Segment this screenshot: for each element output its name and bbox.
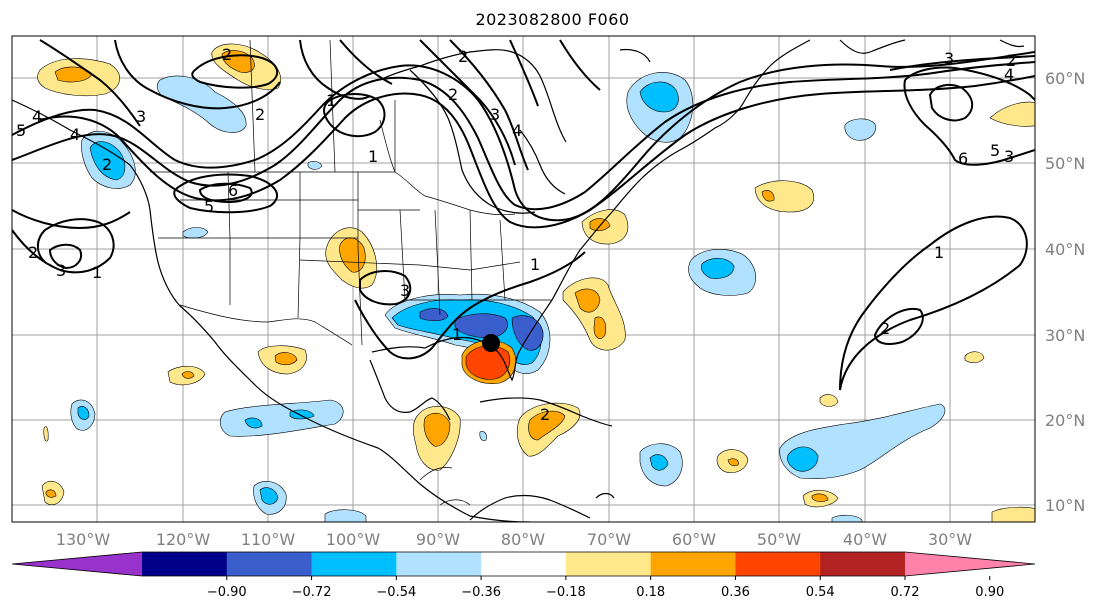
contour-label: 2 [448,85,458,104]
colorbar-tick-label: 0.90 [975,585,1004,600]
lon-label: 70°W [587,530,631,549]
contour-label: 5 [204,197,214,216]
colorbar-segment [820,552,906,576]
lat-label: 50°N [1045,154,1085,173]
lon-label: 80°W [501,530,545,549]
map-title: 2023082800 F060 [475,10,630,29]
colorbar-tick-label: −0.72 [292,585,332,600]
contour-label: 1 [530,255,540,274]
colorbar-tick-label: −0.18 [546,585,586,600]
contour-label: 2 [880,319,890,338]
contour-label: 1 [92,263,102,282]
anomaly-shading [37,43,1035,522]
lon-label: 90°W [416,530,460,549]
contour-label: 5 [16,121,26,140]
contour-label: 3 [490,105,500,124]
lon-label: 110°W [241,530,296,549]
lat-label: 30°N [1045,326,1085,345]
colorbar-tick-label: 0.18 [636,585,665,600]
contour-label: 5 [990,141,1000,160]
contour-labels: 5 4 4 3 2 2 1 1 6 5 2 3 1 2 3 3 2 4 5 6 … [16,45,1016,424]
colorbar-segment [735,552,821,576]
colorbar-segment [650,552,736,576]
lon-label: 120°W [156,530,211,549]
colorbar-segment [396,552,482,576]
colorbar-segment [226,552,313,576]
colorbar-segment [565,552,652,576]
lon-label: 100°W [326,530,381,549]
colorbar-tick-label: −0.36 [461,585,501,600]
colorbar-segment [142,552,228,576]
colorbar-tick-label: 0.36 [721,585,750,600]
contour-label: 6 [228,181,238,200]
colorbar-extend-low [12,552,142,576]
lat-label: 20°N [1045,411,1085,430]
colorbar-segment [311,552,397,576]
contour-label: 3 [136,107,146,126]
lat-label: 10°N [1045,496,1085,515]
contour-label: 1 [326,91,336,110]
colorbar: −0.90 −0.72 −0.54 −0.36 −0.18 0.18 0.36 0.54 0.7… [11,551,1036,600]
contour-label: 4 [32,107,42,126]
lat-label: 60°N [1045,69,1085,88]
contour-label: 2 [222,45,232,64]
lon-axis-labels: 130°W 120°W 110°W 100°W 90°W 80°W 70°W 6… [56,530,972,549]
lon-label: 40°W [843,530,887,549]
contour-label: 2 [1006,51,1016,70]
contour-label: 4 [512,121,522,140]
contour-label: 3 [1004,147,1014,166]
colorbar-segment [481,552,567,576]
contour-label: 2 [255,105,265,124]
map-panel: 5 4 4 3 2 2 1 1 6 5 2 3 1 2 3 3 2 4 5 6 … [12,36,1035,522]
contours [12,39,1035,391]
map-frame [11,35,1036,523]
contour-label: 6 [958,149,968,168]
lon-label: 50°W [757,530,801,549]
contour-label: 2 [28,243,38,262]
colorbar-tick-label: 0.54 [806,585,835,600]
contour-label: 1 [934,243,944,262]
contour-label: 3 [400,281,410,300]
contour-label: 3 [944,49,954,68]
lon-label: 60°W [672,530,716,549]
lat-label: 40°N [1045,240,1085,259]
contour-label: 4 [1004,65,1014,84]
colorbar-outline [11,551,1036,577]
contour-label: 1 [368,147,378,166]
contour-label: 1 [452,325,462,344]
contour-label: 2 [458,47,468,66]
contour-label: 2 [540,405,550,424]
colorbar-tick-label: −0.54 [376,585,416,600]
lon-label: 130°W [56,530,111,549]
colorbar-tick-label: 0.72 [891,585,920,600]
colorbar-extend-high [905,552,1035,576]
lon-label: 30°W [928,530,972,549]
contour-label: 4 [70,125,80,144]
lat-axis-labels: 60°N 50°N 40°N 30°N 20°N 10°N [1045,69,1085,515]
colorbar-tick-label: −0.90 [207,585,247,600]
contour-label: 3 [56,261,66,280]
contour-label: 2 [102,155,112,174]
storm-center-marker [482,334,500,352]
